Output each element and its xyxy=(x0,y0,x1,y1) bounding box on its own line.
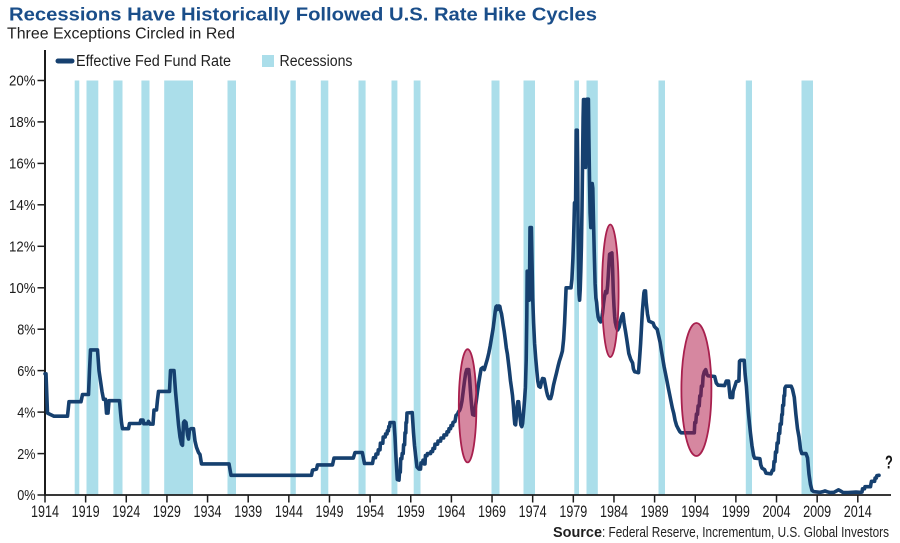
svg-text:?: ? xyxy=(885,453,893,473)
svg-text:2009: 2009 xyxy=(803,502,831,521)
svg-text:1999: 1999 xyxy=(722,502,750,521)
svg-text:1974: 1974 xyxy=(519,502,547,521)
svg-text:1979: 1979 xyxy=(559,502,587,521)
svg-text:Source: Source xyxy=(553,524,602,541)
svg-text:1919: 1919 xyxy=(72,502,100,521)
svg-text:1959: 1959 xyxy=(397,502,425,521)
svg-text:1989: 1989 xyxy=(641,502,669,521)
svg-text:12%: 12% xyxy=(9,239,36,256)
svg-text:0%: 0% xyxy=(17,487,35,504)
svg-text:10%: 10% xyxy=(9,280,36,297)
svg-text:1914: 1914 xyxy=(31,502,59,521)
svg-text:1924: 1924 xyxy=(112,502,140,521)
svg-text:16%: 16% xyxy=(9,156,36,173)
svg-text:2004: 2004 xyxy=(763,502,791,521)
svg-text:6%: 6% xyxy=(17,363,35,380)
svg-text:: Federal Reserve, Incrementum: : Federal Reserve, Incrementum, U.S. Glo… xyxy=(602,524,889,541)
svg-text:18%: 18% xyxy=(9,114,36,131)
svg-text:1939: 1939 xyxy=(234,502,262,521)
svg-text:Recessions Have Historically F: Recessions Have Historically Followed U.… xyxy=(9,5,597,25)
svg-text:Effective Fed Fund Rate: Effective Fed Fund Rate xyxy=(76,53,231,70)
svg-text:1994: 1994 xyxy=(681,502,709,521)
svg-text:2014: 2014 xyxy=(844,502,872,521)
svg-text:20%: 20% xyxy=(9,73,36,90)
svg-text:Three Exceptions Circled in Re: Three Exceptions Circled in Red xyxy=(7,26,235,43)
svg-text:Recessions: Recessions xyxy=(280,53,353,70)
svg-text:2%: 2% xyxy=(17,446,35,463)
svg-text:1949: 1949 xyxy=(315,502,343,521)
svg-text:1929: 1929 xyxy=(153,502,181,521)
svg-text:4%: 4% xyxy=(17,404,35,421)
svg-text:1969: 1969 xyxy=(478,502,506,521)
svg-text:1944: 1944 xyxy=(275,502,303,521)
svg-text:1964: 1964 xyxy=(437,502,465,521)
svg-text:1984: 1984 xyxy=(600,502,628,521)
svg-text:8%: 8% xyxy=(17,321,35,338)
svg-text:1954: 1954 xyxy=(356,502,384,521)
svg-text:14%: 14% xyxy=(9,197,36,214)
svg-text:1934: 1934 xyxy=(194,502,222,521)
